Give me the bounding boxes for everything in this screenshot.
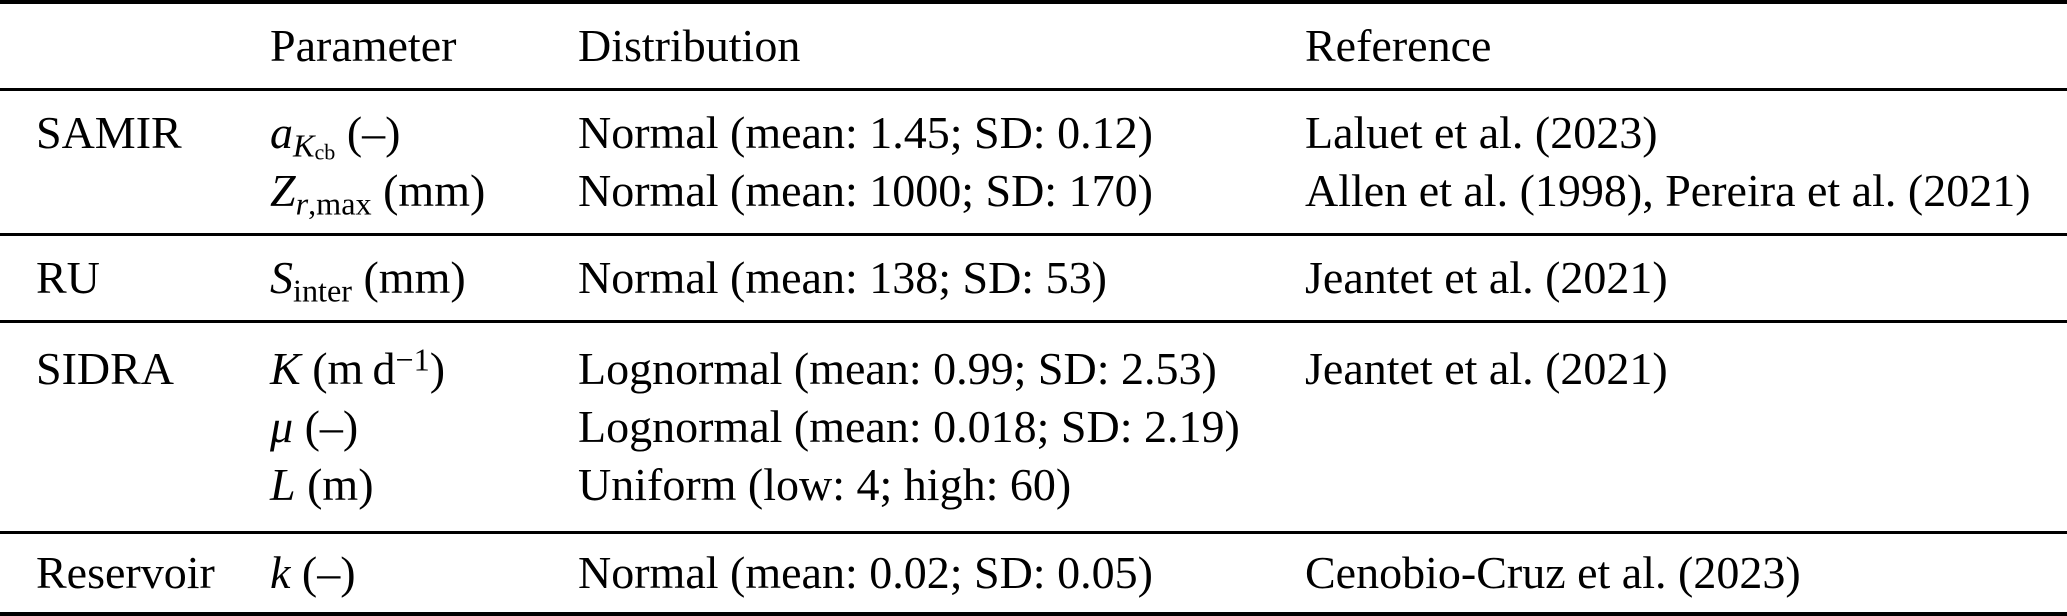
parameter-segment: (–) [290, 547, 356, 598]
header-rule [0, 88, 2067, 91]
parameter-segment: (mm) [351, 252, 466, 303]
parameter-segment: k [270, 547, 291, 598]
parameter-segment: (m) [295, 459, 374, 510]
header-model-blank [0, 17, 270, 75]
table-section-reservoir: Reservoir k (–) Normal (mean: 0.02; SD: 0.… [0, 534, 2067, 612]
table-header-row: Parameter Distribution Reference [0, 4, 2067, 88]
section-rule [0, 233, 2067, 236]
reference-cell: Jeantet et al. (2021) [1305, 343, 1668, 394]
parameter-segment: −1 [395, 341, 430, 378]
table-bottom-rule [0, 612, 2067, 616]
parameter-segment: S [270, 252, 293, 303]
distribution-cell: Lognormal (mean: 0.018; SD: 2.19) [578, 401, 1240, 452]
model-name: SAMIR [36, 107, 182, 158]
section-rule [0, 320, 2067, 323]
parameter-cell: k (–) [270, 544, 578, 602]
parameter-segment: a [270, 107, 293, 158]
parameter-cell: K (m d−1) [270, 340, 578, 398]
table-top-rule [0, 0, 2067, 4]
parameter-segment: (mm) [371, 165, 486, 216]
parameter-segment: (m d [300, 343, 396, 394]
table-section-ru: RU Sinter (mm) Normal (mean: 138; SD: 53) J… [0, 236, 2067, 320]
table-body: SAMIR aKcb (–) Normal (mean: 1.45; SD: 0.1… [0, 91, 2067, 612]
reference-cell [1305, 456, 2067, 514]
table-section-samir: SAMIR aKcb (–) Normal (mean: 1.45; SD: 0.1… [0, 91, 2067, 233]
parameter-segment: inter [293, 272, 352, 309]
model-name: Reservoir [36, 547, 215, 598]
distribution-cell: Uniform (low: 4; high: 60) [578, 459, 1072, 510]
reference-cell: Cenobio-Cruz et al. (2023) [1305, 547, 1801, 598]
distribution-cell: Normal (mean: 1.45; SD: 0.12) [578, 107, 1153, 158]
parameter-segment: L [270, 459, 296, 510]
parameter-segment: cb [314, 139, 336, 165]
distribution-cell: Normal (mean: 1000; SD: 170) [578, 165, 1153, 216]
reference-cell [1305, 398, 2067, 456]
parameter-segment: K [293, 127, 315, 164]
table-section-sidra: SIDRA K (m d−1) Lognormal (mean: 0.99; SD:… [0, 323, 2067, 531]
parameter-cell: Zr,max (mm) [270, 162, 578, 220]
parameter-segment: ) [429, 343, 446, 394]
parameter-cell: aKcb (–) [270, 104, 578, 165]
reference-cell: Jeantet et al. (2021) [1305, 252, 1668, 303]
distribution-cell: Normal (mean: 0.02; SD: 0.05) [578, 547, 1153, 598]
parameter-cell: μ (–) [270, 398, 578, 456]
parameter-cell: L (m) [270, 456, 578, 514]
parameter-segment: K [270, 343, 301, 394]
parameter-segment: ,max [308, 185, 372, 222]
parameter-segment: μ [270, 401, 294, 452]
parameter-segment: (–) [335, 107, 401, 158]
section-rule [0, 531, 2067, 534]
reference-cell: Allen et al. (1998), Pereira et al. (202… [1305, 165, 2031, 216]
header-distribution: Distribution [578, 20, 801, 71]
model-name: SIDRA [36, 343, 175, 394]
distribution-cell: Normal (mean: 138; SD: 53) [578, 252, 1107, 303]
header-parameter: Parameter [270, 20, 457, 71]
model-name: RU [36, 252, 100, 303]
header-reference: Reference [1305, 20, 1492, 71]
parameter-segment: Z [270, 165, 296, 216]
parameter-cell: Sinter (mm) [270, 249, 578, 307]
distribution-cell: Lognormal (mean: 0.99; SD: 2.53) [578, 343, 1217, 394]
parameter-segment: (–) [293, 401, 359, 452]
reference-cell: Laluet et al. (2023) [1305, 107, 1658, 158]
parameter-segment: r [295, 185, 309, 222]
